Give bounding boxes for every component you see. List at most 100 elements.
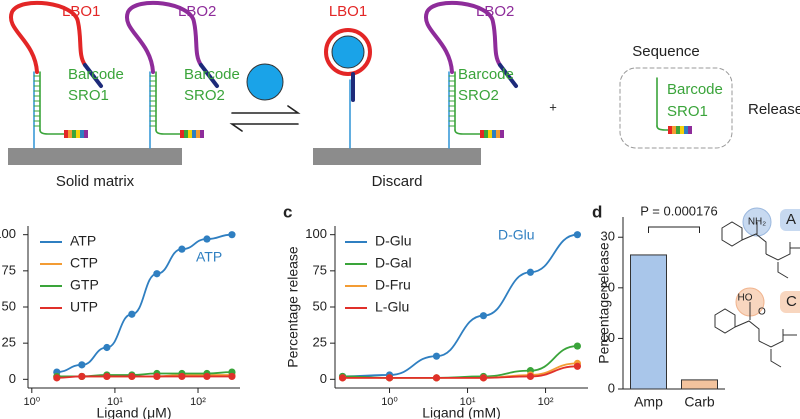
data-point [203,372,211,381]
data-point [573,231,582,239]
y-axis-label: Percentage release [596,242,612,364]
data-point [178,245,186,253]
x-tick-label: Amp [634,394,663,410]
y-tick-label: 30 [601,229,615,244]
caption: Discard [372,173,423,190]
y-tick-label: 50 [2,298,16,313]
label: SRO2 [184,87,225,104]
label: SRO1 [667,103,708,120]
label: LBO2 [476,3,514,20]
caption: Release [748,101,800,118]
solid-matrix [8,148,182,165]
data-point [178,372,186,381]
legend-label: CTP [70,255,98,271]
heading: Sequence [632,43,700,60]
data-point [128,310,136,318]
legend-label: D-Gal [375,255,412,271]
x-tick-label: 10⁰ [381,396,398,408]
legend-label: ATP [70,233,96,249]
label: C [786,293,797,310]
y-tick-label: 50 [313,298,327,313]
label: SRO2 [458,87,499,104]
y-tick-label: 75 [2,262,16,277]
data-point [573,342,582,350]
label: O [758,307,766,318]
x-axis-label: Ligand (μM) [97,405,172,419]
y-axis-label: Percentage release [285,246,301,368]
y-tick-label: 100 [305,226,327,241]
annotation: D-Glu [498,227,535,243]
y-tick-label: 0 [9,371,16,386]
data-point [153,270,161,278]
caption: Solid matrix [56,173,135,190]
data-point [153,372,161,381]
data-point [78,372,86,381]
x-tick-label: 10⁰ [23,396,40,408]
x-tick-label: 10² [538,396,554,408]
data-point [203,235,211,243]
y-tick-label: 25 [2,335,16,350]
schematic [8,0,733,165]
y-tick-label: 10 [601,330,615,345]
data-point [228,372,236,381]
data-point [526,372,535,381]
bar [681,379,718,390]
label: Barcode [68,66,124,83]
label: Barcode [458,66,514,83]
x-tick-label: 10² [190,396,206,408]
label: NH₂ [748,217,766,228]
x-tick-label: 10¹ [107,396,123,408]
panel-label: d [592,202,602,221]
legend-label: D-Fru [375,277,411,293]
label: Barcode [667,81,723,98]
label: HO [738,293,753,304]
x-axis-label: Ligand (mM) [422,405,501,419]
y-tick-label: 75 [313,262,327,277]
bar [630,254,667,390]
significance-bracket [648,226,700,233]
y-tick-label: 0 [320,371,327,386]
annotation: P = 0.000176 [640,203,717,218]
data-point [338,374,347,382]
data-point [526,268,535,276]
solid-matrix [313,148,481,165]
data-point [479,312,488,320]
y-tick-label: 100 [0,226,16,241]
rungs [33,75,456,127]
label: Barcode [184,66,240,83]
data-point [103,343,111,352]
legend-label: GTP [70,277,99,293]
data-point [432,352,441,360]
y-tick-label: 0 [608,380,615,395]
series-line [342,365,578,379]
stems [33,71,450,149]
data-point [228,231,236,239]
annotation: ATP [196,249,222,265]
data-point [385,374,394,382]
data-point [479,374,488,382]
structures [714,207,800,368]
label: LBO1 [329,3,367,20]
label: LBO2 [178,3,216,20]
label: LBO1 [62,3,100,20]
data-point [53,374,61,382]
equilibrium-arrows [229,105,301,132]
data-point [78,361,86,369]
legend-label: D-Glu [375,233,412,249]
plus: + [549,99,557,114]
y-tick-label: 25 [313,335,327,350]
data-point [432,374,441,382]
x-tick-label: Carb [684,394,715,410]
label: SRO1 [68,87,109,104]
x-tick-label: 10¹ [460,396,476,408]
label: A [786,211,796,228]
y-tick-label: 20 [601,279,615,294]
legend-label: UTP [70,299,98,315]
data-point [103,372,111,381]
data-point [128,372,136,381]
panel-label: c [283,202,292,221]
barcodes [64,126,692,138]
legend-label: L-Glu [375,299,409,315]
data-point [573,362,582,370]
